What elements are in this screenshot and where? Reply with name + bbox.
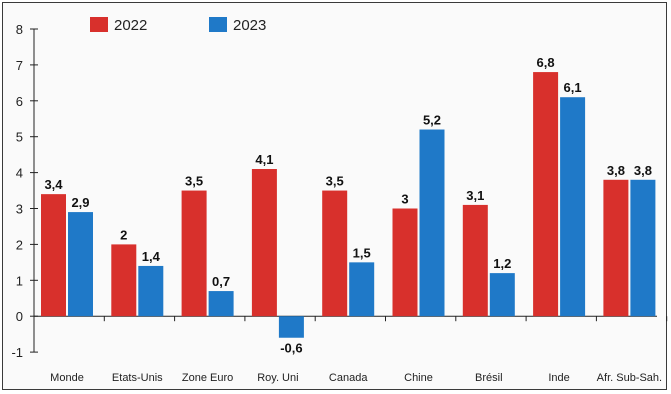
legend-swatch-2023: [209, 17, 227, 32]
bar-2022: [322, 190, 348, 317]
y-tick-label: 0: [16, 309, 23, 324]
y-tick-label: 3: [16, 202, 23, 217]
category-label: Zone Euro: [182, 372, 233, 384]
y-tick-label: 5: [16, 130, 23, 145]
y-tick-label: 6: [16, 94, 23, 109]
bar-2023: [630, 179, 656, 317]
y-tick-label: 1: [16, 273, 23, 288]
bar-2022: [181, 190, 207, 317]
bar-2022: [533, 72, 559, 317]
legend-label: 2022: [114, 17, 147, 34]
data-label: 3,1: [466, 188, 484, 203]
data-label: 6,8: [537, 55, 555, 70]
bar-2022: [462, 204, 488, 317]
bar-2023: [68, 212, 93, 317]
category-label: Etats-Unis: [112, 372, 163, 384]
data-label: 3,5: [185, 174, 203, 189]
data-label: 4,1: [255, 152, 273, 167]
bar-2023: [138, 265, 164, 317]
legend-swatch-2022: [90, 17, 108, 32]
category-label: Canada: [329, 372, 368, 384]
data-label: 1,5: [353, 245, 371, 260]
y-tick-label: 4: [16, 166, 23, 181]
data-label: 1,2: [493, 256, 511, 271]
bar-2023: [419, 129, 445, 317]
bar-2022: [41, 194, 66, 317]
data-label: 3,5: [326, 174, 344, 189]
data-label: 3: [401, 192, 408, 207]
category-label: Inde: [548, 372, 569, 384]
y-tick-label: -1: [11, 345, 23, 360]
data-label: 6,1: [564, 80, 582, 95]
y-tick-label: 7: [16, 58, 23, 73]
y-tick-label: 8: [16, 22, 23, 37]
data-label: 0,7: [212, 274, 230, 289]
category-label: Chine: [404, 372, 433, 384]
bar-2022: [392, 208, 418, 317]
data-label: 2,9: [71, 195, 89, 210]
category-label: Roy. Uni: [257, 372, 298, 384]
category-label: Afr. Sub-Sah.: [597, 372, 662, 384]
data-label: 3,4: [44, 177, 63, 192]
data-label: 1,4: [142, 249, 161, 264]
bar-2023: [349, 262, 375, 317]
bar-2022: [251, 169, 277, 317]
data-label: 3,8: [607, 163, 625, 178]
y-tick-label: 2: [16, 237, 23, 252]
bar-2023: [489, 273, 515, 317]
data-label: 2: [120, 227, 127, 242]
data-label: 5,2: [423, 113, 441, 128]
category-label: Monde: [50, 372, 84, 384]
bar-2023: [208, 291, 234, 317]
category-label: Brésil: [475, 372, 503, 384]
bar-2022: [111, 244, 137, 317]
data-label: -0,6: [280, 341, 302, 356]
bar-2023: [278, 316, 304, 338]
bar-2023: [560, 97, 586, 317]
data-label: 3,8: [634, 163, 652, 178]
legend-label: 2023: [233, 17, 266, 34]
bar-2022: [603, 179, 629, 317]
